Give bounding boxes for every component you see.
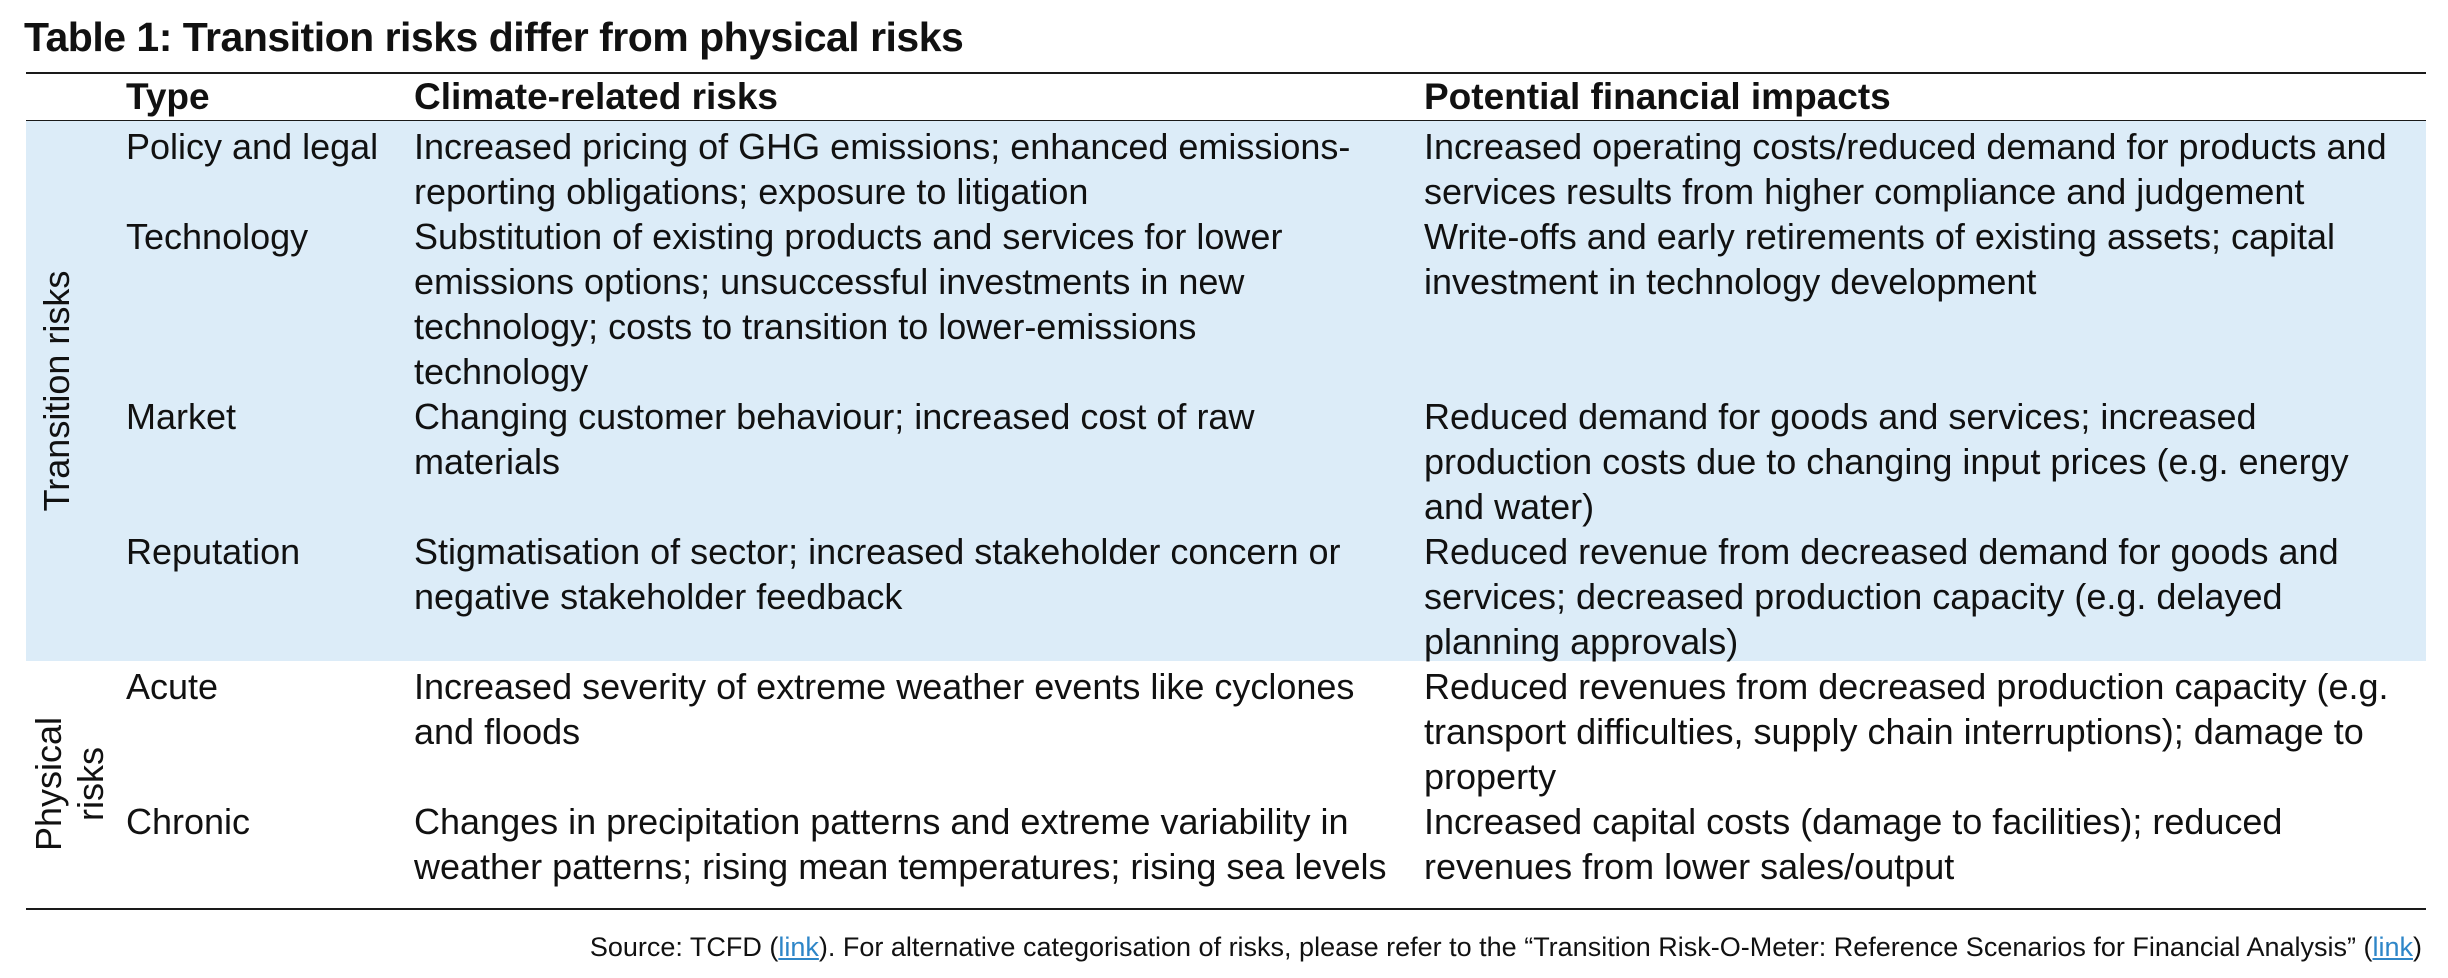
- row-impacts-reputation: Reduced revenue from decreased demand fo…: [1424, 531, 2339, 662]
- top-rule: [26, 72, 2426, 74]
- row-risks-technology: Substitution of existing products and se…: [414, 216, 1283, 392]
- column-header-type: Type: [126, 76, 210, 117]
- footer-text-prefix: Source: TCFD (: [589, 932, 779, 962]
- row-type-acute: Acute: [126, 666, 219, 707]
- row-impacts-chronic: Increased capital costs (damage to facil…: [1424, 801, 2283, 887]
- group-label-transition: Transition risks: [36, 270, 77, 512]
- row-risks-policy: Increased pricing of GHG emissions; enha…: [414, 126, 1351, 212]
- row-type-chronic: Chronic: [126, 801, 251, 842]
- source-footnote: Source: TCFD (link). For alternative cat…: [590, 932, 2422, 963]
- row-type-reputation: Reputation: [126, 531, 301, 572]
- row-risks-acute: Increased severity of extreme weather ev…: [414, 666, 1355, 752]
- risk-o-meter-link[interactable]: link: [2372, 932, 2413, 962]
- row-type-technology: Technology: [126, 216, 309, 257]
- footer-text-middle: ). For alternative categorisation of ris…: [818, 932, 2373, 962]
- row-impacts-market: Reduced demand for goods and services; i…: [1424, 396, 2349, 527]
- tcfd-link[interactable]: link: [778, 932, 819, 962]
- table-title: Table 1: Transition risks differ from ph…: [24, 14, 964, 60]
- row-type-market: Market: [126, 396, 237, 437]
- footer-text-suffix: ): [2413, 932, 2422, 962]
- row-impacts-acute: Reduced revenues from decreased producti…: [1424, 666, 2389, 797]
- column-header-financial-impacts: Potential financial impacts: [1424, 76, 1891, 117]
- header-rule: [26, 120, 2426, 121]
- row-risks-reputation: Stigmatisation of sector; increased stak…: [414, 531, 1341, 617]
- column-header-climate-risks: Climate-related risks: [414, 76, 779, 117]
- row-risks-market: Changing customer behaviour; increased c…: [414, 396, 1255, 482]
- row-type-policy: Policy and legal: [126, 126, 379, 167]
- bottom-rule: [26, 908, 2426, 910]
- group-label-physical: Physical risks: [28, 716, 111, 852]
- row-impacts-policy: Increased operating costs/reduced demand…: [1424, 126, 2387, 212]
- row-risks-chronic: Changes in precipitation patterns and ex…: [414, 801, 1387, 887]
- row-impacts-technology: Write-offs and early retirements of exis…: [1424, 216, 2336, 302]
- transition-risks-band: [26, 121, 2426, 661]
